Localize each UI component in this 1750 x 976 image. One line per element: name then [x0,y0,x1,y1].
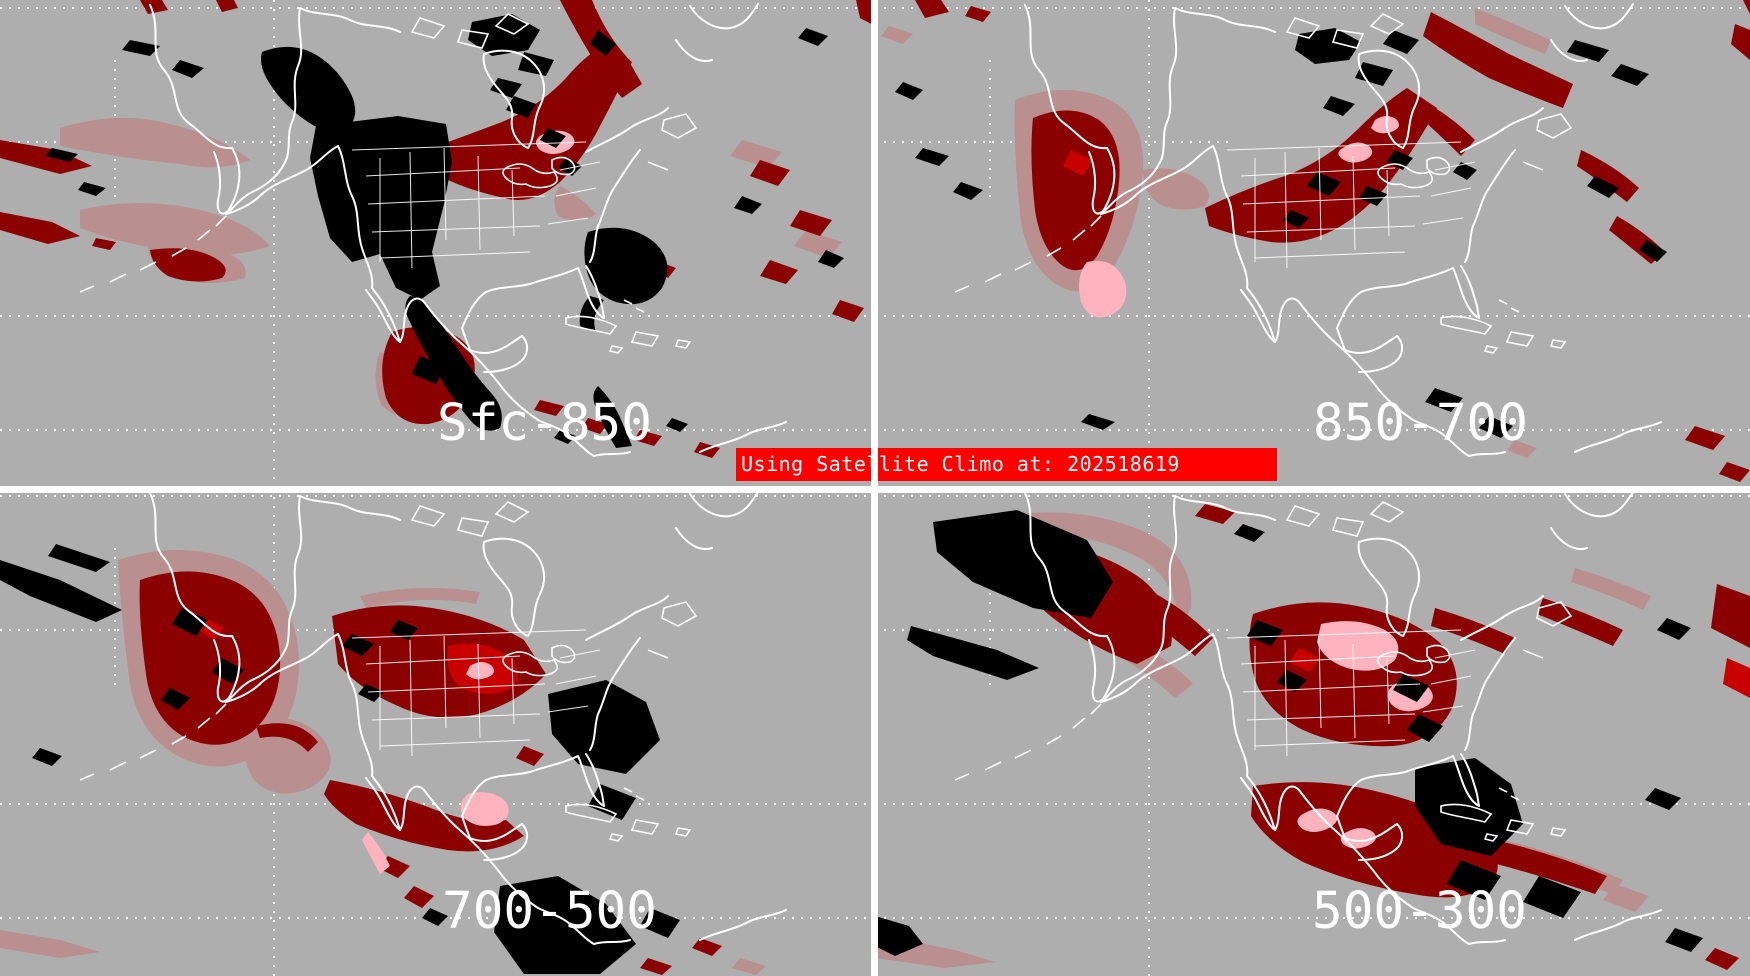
panel-label-850-700: 850-700 [1313,394,1528,453]
panel-500-300: 500-300 [875,488,1750,976]
map-sfc-850 [0,0,875,488]
panel-divider-horizontal [0,486,1750,493]
status-banner: Using Satellite Climo at: 202518619 [736,448,1277,481]
panel-850-700: 850-700 [875,0,1750,488]
cloud-layer-blobs [875,504,1750,970]
map-850-700 [875,0,1750,488]
map-700-500 [0,488,875,976]
panel-label-700-500: 700-500 [442,882,657,941]
panel-sfc-850: Sfc-850 [0,0,875,488]
cloud-layer-blobs [881,0,1750,482]
cloud-layer-blobs [0,0,875,458]
map-500-300 [875,488,1750,976]
panel-700-500: 700-500 [0,488,875,976]
panel-label-sfc-850: Sfc-850 [437,394,652,453]
panel-label-500-300: 500-300 [1312,882,1527,941]
status-banner-text: Using Satellite Climo at: 202518619 [741,452,1180,476]
